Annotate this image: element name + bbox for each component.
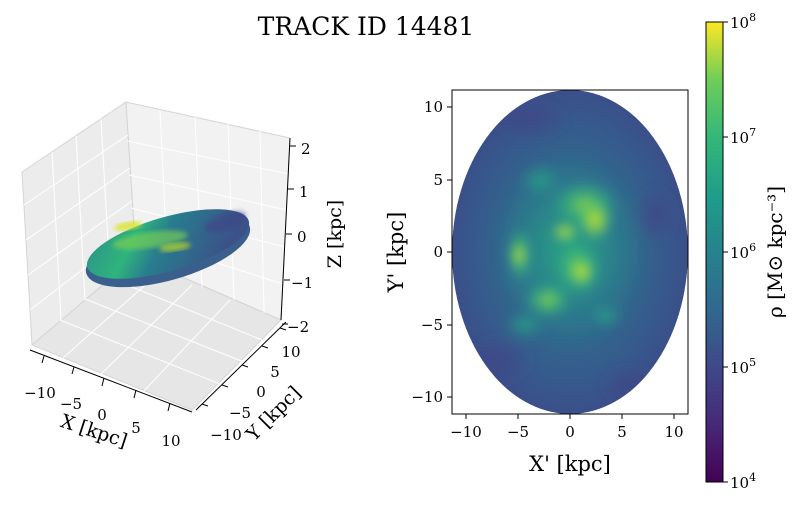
- x-tick-label: −5: [60, 395, 82, 413]
- density-blob: [551, 222, 579, 242]
- density-blob: [518, 162, 562, 198]
- density-blob: [577, 198, 613, 242]
- density-blob: [569, 256, 595, 288]
- disk-3d-surface: [85, 209, 251, 288]
- right-heatmap-panel: −10 −5 0 5 10 X' [kpc] 10 5 0 −5 −10 Y' …: [384, 89, 689, 476]
- z-ticks: [282, 145, 296, 325]
- heatmap-y-axis-label: Y' [kpc]: [384, 212, 408, 294]
- colorbar: 108 107 106 105 104 ρ [M⊙ kpc⁻³]: [705, 11, 787, 492]
- x-tick-label: 0: [97, 406, 107, 424]
- density-blob: [522, 280, 574, 320]
- density-blob: [503, 309, 547, 341]
- z-tick-label: 1: [299, 183, 309, 201]
- x-tick-label: 10: [161, 432, 180, 450]
- left-3d-panel: 2 1 0 −1 −2 Z [kpc] −10 −5 0 5 10 X [kpc…: [21, 101, 346, 452]
- heatmap-x-ticks: [465, 414, 675, 419]
- figure-title: TRACK ID 14481: [258, 12, 475, 41]
- x-tick-label: −10: [24, 384, 56, 402]
- z-tick-label: 2: [301, 140, 311, 158]
- heatmap-x-tick-label: 10: [664, 423, 683, 441]
- z-axis-label: Z [kpc]: [324, 200, 346, 268]
- z-tick-label: −1: [291, 274, 313, 292]
- colorbar-gradient: [705, 21, 724, 483]
- x-axis-line: [29, 349, 193, 413]
- heatmap-x-tick-label: −10: [450, 423, 482, 441]
- heatmap-x-tick-label: 0: [565, 423, 575, 441]
- density-map: [452, 90, 688, 414]
- heatmap-y-tick-label: 5: [433, 171, 443, 189]
- heatmap-y-tick-label: −10: [411, 388, 443, 406]
- heatmap-x-axis-label: X' [kpc]: [529, 452, 611, 476]
- y-tick-label: −10: [210, 426, 242, 444]
- x-axis-label: X [kpc]: [58, 410, 130, 452]
- x-tick-label: 5: [131, 419, 141, 437]
- y-axis-line: [195, 321, 287, 411]
- colorbar-ticks: [723, 21, 728, 483]
- heatmap-y-tick-label: −5: [421, 316, 443, 334]
- y-tick-label: 10: [281, 343, 300, 361]
- colorbar-tick-label: 105: [730, 356, 756, 377]
- z-tick-label: 0: [297, 228, 307, 246]
- colorbar-tick-label: 106: [730, 241, 756, 262]
- z-tick-label: −2: [287, 318, 309, 336]
- density-blob: [588, 302, 624, 330]
- z-axis-line: [280, 137, 291, 321]
- colorbar-tick-label: 104: [730, 471, 756, 492]
- y-tick-label: −5: [229, 404, 251, 422]
- y-ticks: [201, 327, 287, 407]
- density-blob: [511, 241, 525, 269]
- y-tick-label: 0: [256, 383, 266, 401]
- heatmap-x-tick-label: −5: [507, 423, 529, 441]
- colorbar-tick-label: 107: [730, 126, 756, 147]
- heatmap-y-ticks: [447, 106, 452, 398]
- colorbar-tick-label: 108: [730, 11, 756, 32]
- heatmap-y-tick-label: 0: [433, 243, 443, 261]
- y-tick-label: 5: [270, 363, 280, 381]
- heatmap-x-tick-label: 5: [617, 423, 627, 441]
- colorbar-label: ρ [M⊙ kpc⁻³]: [763, 186, 787, 318]
- heatmap-y-tick-label: 10: [424, 98, 443, 116]
- x-ticks: [41, 355, 171, 412]
